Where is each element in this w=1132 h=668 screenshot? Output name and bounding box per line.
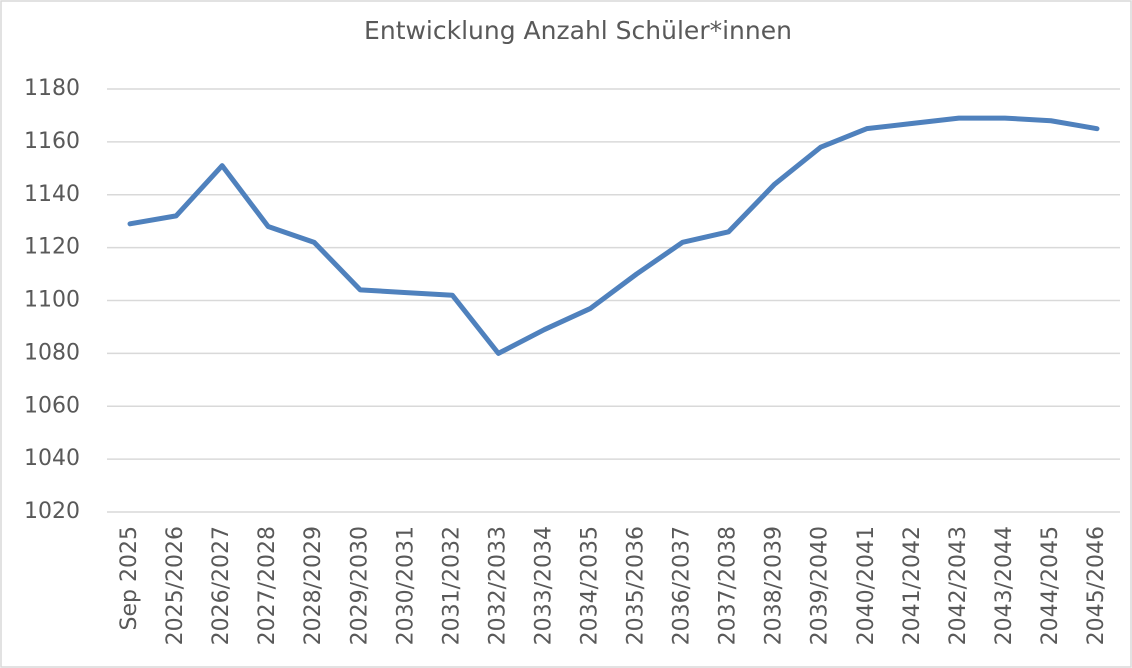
y-tick-label: 1080 [24, 340, 80, 365]
x-tick-label: 2025/2026 [163, 526, 188, 645]
x-tick-label: 2026/2027 [209, 526, 234, 645]
data-line [127, 115, 1100, 356]
y-tick-label: 1060 [24, 393, 80, 418]
x-tick-label: 2045/2046 [1084, 526, 1109, 645]
chart-title: Entwicklung Anzahl Schüler*innen [364, 16, 792, 45]
x-tick-label: 2029/2030 [347, 526, 372, 645]
x-tick-label: 2037/2038 [716, 526, 741, 645]
y-tick-label: 1140 [24, 182, 80, 207]
x-tick-label: 2028/2029 [301, 526, 326, 645]
y-tick-label: 1180 [24, 76, 80, 101]
x-tick-label: 2035/2036 [624, 526, 649, 645]
x-tick-label: 2042/2043 [946, 526, 971, 645]
x-tick-label: 2036/2037 [670, 526, 695, 645]
y-tick-label: 1040 [24, 446, 80, 471]
x-tick-label: 2034/2035 [577, 526, 602, 645]
y-tick-label: 1020 [24, 499, 80, 524]
x-tick-label: 2032/2033 [485, 526, 510, 645]
x-tick-label: Sep 2025 [117, 526, 142, 630]
x-tick-label: 2041/2042 [900, 526, 925, 645]
x-tick-label: 2027/2028 [255, 526, 280, 645]
x-tick-label: 2038/2039 [762, 526, 787, 645]
x-tick-label: 2030/2031 [393, 526, 418, 645]
x-tick-label: 2033/2034 [531, 526, 556, 645]
x-tick-label: 2031/2032 [439, 526, 464, 645]
x-tick-label: 2043/2044 [992, 526, 1017, 645]
x-tick-label: 2039/2040 [808, 526, 833, 645]
y-tick-label: 1160 [24, 129, 80, 154]
x-tick-label: 2044/2045 [1038, 526, 1063, 645]
y-tick-label: 1120 [24, 235, 80, 260]
x-tick-label: 2040/2041 [854, 526, 879, 645]
y-tick-label: 1100 [24, 288, 80, 313]
